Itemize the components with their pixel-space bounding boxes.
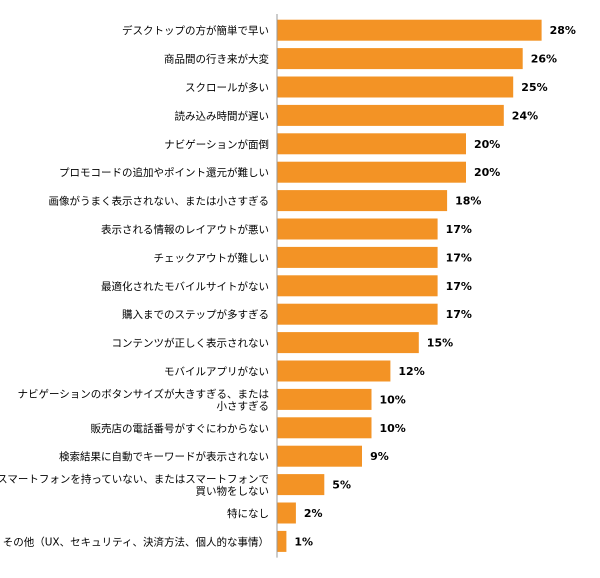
value-label-8: 17% <box>446 223 472 236</box>
category-label-18: 特になし <box>227 508 269 520</box>
bar-17 <box>277 474 325 496</box>
category-label-7: 画像がうまく表示されない、または小さすぎる <box>49 195 270 208</box>
bar-6 <box>277 161 466 183</box>
value-label-18: 2% <box>304 507 323 520</box>
bar-12 <box>277 332 419 354</box>
bar-15 <box>277 417 372 439</box>
bar-19 <box>277 530 287 552</box>
value-label-1: 28% <box>550 24 576 37</box>
value-label-9: 17% <box>446 251 472 264</box>
bars-group <box>277 19 542 552</box>
value-label-14: 10% <box>380 393 406 406</box>
category-label-6: プロモコードの追加やポイント還元が難しい <box>59 166 269 179</box>
value-label-7: 18% <box>455 195 481 208</box>
value-label-19: 1% <box>294 535 313 548</box>
category-label-11: 購入までのステップが多すぎる <box>122 308 269 321</box>
bar-14 <box>277 388 372 410</box>
category-label-5: ナビゲーションが面倒 <box>164 138 269 151</box>
value-label-12: 15% <box>427 337 453 350</box>
bar-10 <box>277 275 438 297</box>
category-label-1: デスクトップの方が簡単で早い <box>122 24 269 37</box>
category-label-4: 読み込み時間が遅い <box>175 109 270 122</box>
value-label-15: 10% <box>380 422 406 435</box>
value-label-2: 26% <box>531 53 557 66</box>
bar-4 <box>277 104 504 126</box>
bar-16 <box>277 445 362 467</box>
bar-18 <box>277 502 296 524</box>
value-label-6: 20% <box>474 166 500 179</box>
category-label-2: 商品間の行き来が大変 <box>164 53 269 66</box>
bar-13 <box>277 360 391 382</box>
category-label-13: モバイルアプリがない <box>164 365 269 378</box>
category-label-19: その他（UX、セキュリティ、決済方法、個人的な事情） <box>3 535 269 548</box>
value-label-13: 12% <box>398 365 424 378</box>
bar-9 <box>277 246 438 268</box>
category-label-12: コンテンツが正しく表示されない <box>112 337 270 350</box>
category-label-9: チェックアウトが難しい <box>154 251 270 264</box>
value-label-11: 17% <box>446 308 472 321</box>
category-label-15: 販売店の電話番号がすぐにわからない <box>91 422 270 435</box>
category-label-14: ナビゲーションのボタンサイズが大きすぎる、または小さすぎる <box>18 387 269 412</box>
bar-5 <box>277 133 466 155</box>
bar-8 <box>277 218 438 240</box>
bar-11 <box>277 303 438 325</box>
category-label-16: 検索結果に自動でキーワードが表示されない <box>59 450 269 463</box>
category-label-17: スマートフォンを持っていない、またはスマートフォンで買い物をしない <box>0 473 269 498</box>
value-label-5: 20% <box>474 138 500 151</box>
value-label-17: 5% <box>332 479 351 492</box>
bar-1 <box>277 19 542 41</box>
category-label-8: 表示される情報のレイアウトが悪い <box>101 223 269 236</box>
category-labels-group: デスクトップの方が簡単で早い商品間の行き来が大変スクロールが多い読み込み時間が遅… <box>0 24 269 548</box>
category-label-10: 最適化されたモバイルサイトがない <box>101 280 269 293</box>
bar-7 <box>277 190 448 212</box>
value-label-3: 25% <box>521 81 547 94</box>
category-label-3: スクロールが多い <box>185 81 269 94</box>
value-label-10: 17% <box>446 280 472 293</box>
bar-3 <box>277 76 514 98</box>
bar-2 <box>277 48 523 70</box>
value-label-16: 9% <box>370 450 389 463</box>
value-label-4: 24% <box>512 109 538 122</box>
value-labels-group: 28% 26% 25% 24% 20% 20% 18% 17% 17% 17% 17% 15% 12% 1… <box>294 24 576 548</box>
